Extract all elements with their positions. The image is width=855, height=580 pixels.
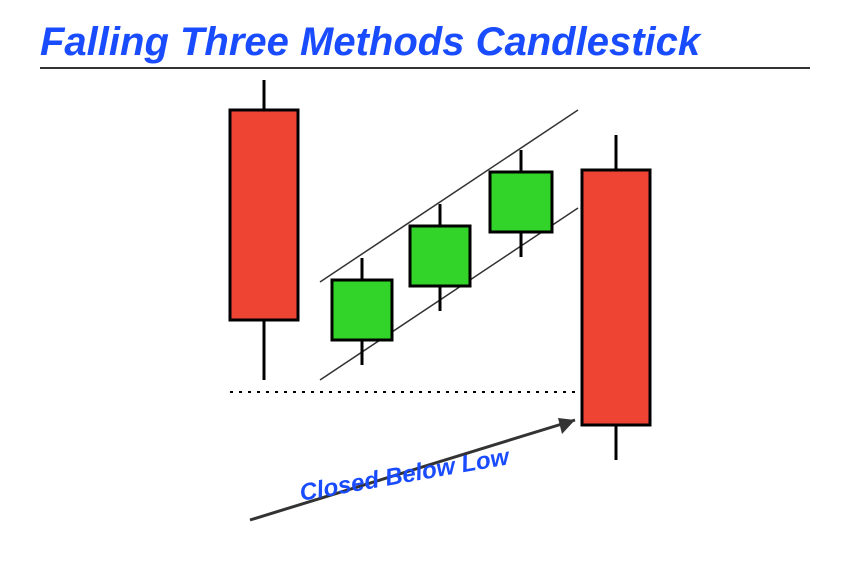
candlestick-chart: [0, 0, 855, 580]
candle-5-body: [582, 170, 650, 425]
arrow-head-icon: [558, 418, 575, 434]
candle-3-body: [410, 226, 470, 286]
candle-4-body: [490, 172, 552, 232]
candle-2-body: [332, 280, 392, 340]
candle-1-body: [230, 110, 298, 320]
